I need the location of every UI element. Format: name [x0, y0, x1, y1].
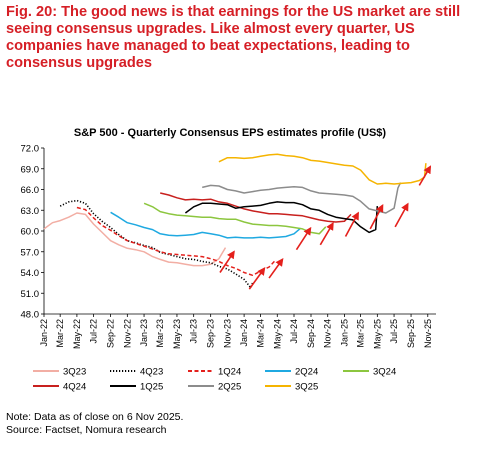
y-tick-label: 69.0 — [21, 164, 40, 175]
x-tick-label: Jul-24 — [289, 319, 299, 344]
series-line-3q25 — [218, 153, 427, 185]
upgrade-arrow — [319, 222, 334, 246]
x-tick-label: Nov-22 — [122, 319, 132, 348]
figure-title: Fig. 20: The good news is that earnings … — [6, 4, 461, 71]
x-tick-label: May-23 — [172, 319, 182, 349]
y-tick-label: 63.0 — [21, 206, 40, 217]
x-tick-label: May-25 — [372, 319, 382, 349]
x-tick-label: Nov-23 — [222, 319, 232, 348]
x-tick-label: Nov-24 — [323, 319, 333, 348]
series-line-3q24 — [143, 202, 327, 235]
series-lines — [43, 153, 427, 289]
legend-label: 4Q23 — [140, 367, 163, 378]
series-line-3q23 — [43, 212, 227, 267]
x-tick-label: Mar-24 — [256, 319, 266, 348]
y-tick-label: 57.0 — [21, 247, 40, 258]
chart-title: S&P 500 - Quarterly Consensus EPS estima… — [74, 127, 387, 139]
series-line-4q24 — [160, 192, 352, 223]
x-tick-label: May-22 — [72, 319, 82, 349]
legend-label: 1Q24 — [218, 367, 241, 378]
upgrade-arrow — [248, 267, 266, 290]
x-tick-label: Jul-23 — [189, 319, 199, 344]
y-tick-label: 48.0 — [21, 310, 40, 321]
x-tick-label: Sep-22 — [106, 319, 116, 348]
upgrade-arrow — [344, 211, 359, 237]
note-text: Note: Data as of close on 6 Nov 2025. — [6, 411, 184, 423]
x-tick-label: May-24 — [272, 319, 282, 349]
upgrade-arrow — [369, 203, 384, 230]
upgrade-arrow — [394, 202, 409, 228]
x-tick-label: Jan-23 — [139, 319, 149, 347]
x-tick-label: Sep-25 — [406, 319, 416, 348]
upgrade-arrow — [295, 226, 312, 251]
x-tick-label: Sep-24 — [306, 319, 316, 348]
figure-notes: Note: Data as of close on 6 Nov 2025. So… — [6, 411, 476, 437]
y-tick-label: 51.0 — [21, 289, 40, 300]
y-tick-label: 66.0 — [21, 185, 40, 196]
x-tick-label: Nov-25 — [423, 319, 433, 348]
legend-label: 3Q24 — [373, 367, 396, 378]
legend-label: 1Q25 — [140, 382, 163, 393]
legend-label: 4Q24 — [63, 382, 86, 393]
legend-label: 3Q25 — [295, 382, 318, 393]
legend-label: 3Q23 — [63, 367, 86, 378]
y-tick-label: 54.0 — [21, 268, 40, 279]
series-line-2q25 — [202, 182, 402, 214]
chart-axes: 72.069.066.063.060.057.054.051.048.0Jan-… — [21, 144, 436, 349]
series-line-2q24 — [110, 211, 302, 239]
x-tick-label: Sep-23 — [206, 319, 216, 348]
y-tick-label: 72.0 — [21, 144, 40, 155]
x-tick-label: Jul-25 — [389, 319, 399, 344]
x-tick-label: Jan-25 — [339, 319, 349, 347]
x-tick-label: Jan-24 — [239, 319, 249, 347]
x-tick-label: Jan-22 — [39, 319, 49, 347]
x-tick-label: Jul-22 — [89, 319, 99, 344]
chart-legend: 3Q23 4Q23 1Q24 2Q24 3Q24 4Q24 1Q25 2Q25 3Q25 — [33, 367, 396, 393]
upgrade-arrow — [268, 258, 284, 279]
series-line-1q24 — [76, 206, 277, 277]
series-line-4q23 — [59, 199, 254, 289]
upgrade-arrows — [219, 165, 432, 290]
x-tick-label: Mar-22 — [55, 319, 65, 348]
source-text: Source: Factset, Nomura research — [6, 424, 167, 436]
x-tick-label: Mar-23 — [155, 319, 165, 348]
legend-label: 2Q24 — [295, 367, 318, 378]
upgrade-arrow — [418, 165, 432, 186]
x-tick-label: Mar-25 — [356, 319, 366, 348]
y-tick-label: 60.0 — [21, 227, 40, 238]
legend-label: 2Q25 — [218, 382, 241, 393]
upgrade-arrow — [219, 250, 235, 273]
